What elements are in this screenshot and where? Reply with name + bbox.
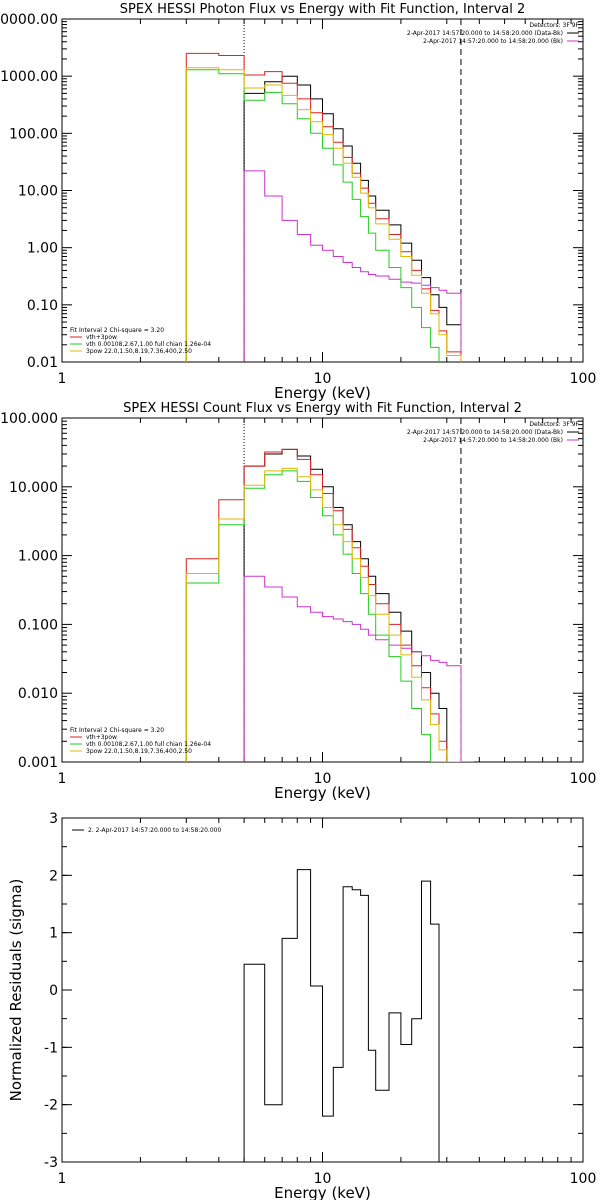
y-tick-label: 0.10 xyxy=(27,298,58,314)
legend-entry: 2-Apr-2017 14:57:20.000 to 14:58:20.000 … xyxy=(423,38,563,45)
data-area xyxy=(243,869,440,1162)
series-line xyxy=(243,170,462,362)
fit-legend-entry: vth+3pow xyxy=(86,334,117,341)
y-tick-label: 0 xyxy=(49,983,58,999)
y-tick-label: 1.00 xyxy=(27,241,58,257)
x-tick-label: 1 xyxy=(58,771,67,787)
y-tick-label: 0.010 xyxy=(18,686,58,702)
x-tick-label: 100 xyxy=(570,771,597,787)
series-vth-3pow xyxy=(185,52,462,362)
y-tick-label: 1 xyxy=(49,926,58,942)
x-axis-label: Energy (keV) xyxy=(274,784,371,802)
series-line xyxy=(185,470,448,762)
x-axis-label: Energy (keV) xyxy=(274,1184,371,1200)
data-area xyxy=(185,448,474,762)
plot-title: SPEX HESSI Count Flux vs Energy with Fit… xyxy=(123,401,522,416)
data-area xyxy=(185,52,462,362)
y-tick-label: 3 xyxy=(49,811,58,827)
fit-legend-title: Fit Interval 2 Chi-square = 3.20 xyxy=(70,327,164,334)
legend-entry: 2-Apr-2017 14:57:20.000 to 14:58:20.000 … xyxy=(423,437,563,444)
x-tick-label: 100 xyxy=(570,1171,597,1187)
y-tick-label: 0.100 xyxy=(18,617,58,633)
y-tick-label: 1000.00 xyxy=(0,69,58,85)
series-data-bk xyxy=(243,75,462,362)
y-tick-label: 0.01 xyxy=(27,355,58,371)
x-tick-label: 1 xyxy=(58,1171,67,1187)
x-axis-label: Energy (keV) xyxy=(274,384,371,402)
legend-title: Detectors: 3F 9F xyxy=(529,421,579,428)
series-vth xyxy=(185,470,448,762)
fit-legend-entry: vth 0.00108,2.67,1.00 full chian 1.26e-0… xyxy=(86,741,211,748)
series-line xyxy=(243,575,462,762)
fit-legend-title: Fit Interval 2 Chi-square = 3.20 xyxy=(70,727,164,734)
plot-2: SPEX HESSI Count Flux vs Energy with Fit… xyxy=(0,401,596,802)
series-line xyxy=(185,52,462,362)
fit-legend-entry: vth+3pow xyxy=(86,734,117,741)
y-tick-label: 1.000 xyxy=(18,549,58,565)
x-tick-label: 100 xyxy=(570,371,597,387)
y-tick-label: -2 xyxy=(44,1098,58,1114)
y-tick-label: 0.001 xyxy=(18,755,58,771)
series-data-bk xyxy=(243,448,462,762)
series-residuals xyxy=(243,869,440,1162)
series-bk xyxy=(243,170,462,362)
fit-legend-entry: 3pow 22.0,1.50,8.19,7.36,400,2.50 xyxy=(86,748,192,755)
series-line xyxy=(185,69,440,362)
legend-entry: 2-Apr-2017 14:57:20.000 to 14:58:20.000 … xyxy=(407,429,563,436)
x-tick-label: 1 xyxy=(58,371,67,387)
y-tick-label: 100.000 xyxy=(0,411,58,427)
fit-legend-entry: 3pow 22.0,1.50,8.19,7.36,400,2.50 xyxy=(86,348,192,355)
y-tick-label: 2 xyxy=(49,868,58,884)
series-line xyxy=(185,467,462,762)
series-3pow xyxy=(185,67,462,362)
plot-1: SPEX HESSI Photon Flux vs Energy with Fi… xyxy=(0,2,596,402)
legend-top: Detectors: 3F 9F2-Apr-2017 14:57:20.000 … xyxy=(407,421,580,444)
legend-entry: 2-Apr-2017 14:57:20.000 to 14:58:20.000 … xyxy=(407,30,563,37)
series-line xyxy=(243,75,462,362)
legend-bottom: Fit Interval 2 Chi-square = 3.20vth+3pow… xyxy=(70,327,211,355)
legend-top: 2. 2-Apr-2017 14:57:20.000 to 14:58:20.0… xyxy=(72,827,221,834)
series-3pow xyxy=(185,467,462,762)
series-line xyxy=(243,448,462,762)
plot-frame xyxy=(61,18,584,363)
y-axis-label: Normalized Residuals (sigma) xyxy=(7,879,25,1102)
fit-legend-entry: vth 0.00108,2.67,1.00 full chian 1.26e-0… xyxy=(86,341,211,348)
y-tick-label: 100.00 xyxy=(9,126,58,142)
series-bk xyxy=(243,575,462,762)
y-tick-label: -3 xyxy=(44,1155,58,1171)
plot-3: Energy (keV) Normalized Residuals (sigma)… xyxy=(7,811,596,1200)
x-tick-label: 10 xyxy=(314,371,332,387)
legend-bottom: Fit Interval 2 Chi-square = 3.20vth+3pow… xyxy=(70,727,211,755)
y-tick-label: 10.00 xyxy=(18,184,58,200)
plot-title: SPEX HESSI Photon Flux vs Energy with Fi… xyxy=(120,2,526,17)
legend-entry: 2. 2-Apr-2017 14:57:20.000 to 14:58:20.0… xyxy=(88,827,221,834)
y-tick-label: 10.000 xyxy=(9,480,58,496)
series-line xyxy=(185,67,462,362)
legend-title: Detectors: 3F 9F xyxy=(529,22,579,29)
x-tick-label: 10 xyxy=(314,1171,332,1187)
y-tick-label: -1 xyxy=(44,1040,58,1056)
x-tick-label: 10 xyxy=(314,771,332,787)
series-vth xyxy=(185,69,440,362)
legend-top: Detectors: 3F 9F2-Apr-2017 14:57:20.000 … xyxy=(407,22,580,45)
series-line xyxy=(243,869,440,1162)
